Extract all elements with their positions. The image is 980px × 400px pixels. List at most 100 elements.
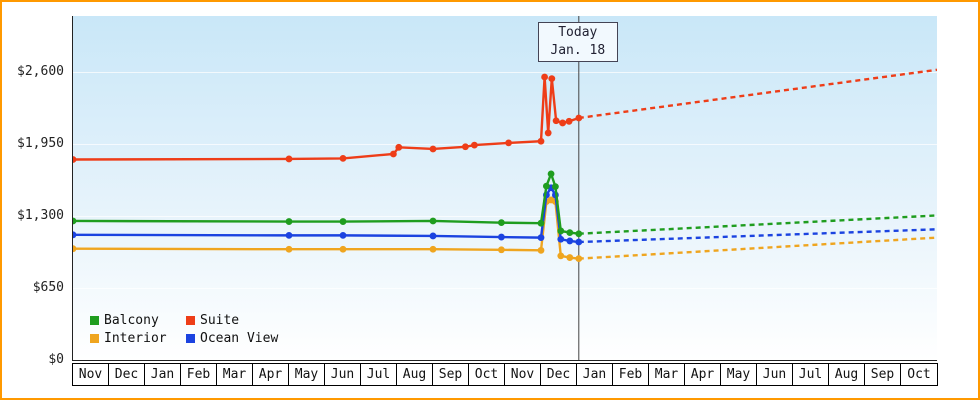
data-point-balcony: [547, 170, 555, 178]
data-point-balcony: [557, 227, 565, 235]
data-point-suite: [548, 75, 556, 83]
data-point-interior: [339, 245, 347, 253]
data-point-suite: [285, 155, 293, 163]
y-axis-label: $0: [48, 352, 64, 367]
data-point-balcony: [575, 230, 583, 238]
data-point-balcony: [429, 217, 437, 225]
gridline: [73, 216, 937, 217]
month-label: Dec: [541, 364, 577, 385]
data-point-interior: [566, 254, 574, 261]
data-point-balcony: [566, 229, 574, 237]
data-point-ocean-view: [73, 231, 77, 239]
data-point-balcony: [543, 182, 550, 190]
gridline: [73, 144, 937, 145]
month-label: Sep: [433, 364, 469, 385]
legend-swatch-icon: [90, 334, 99, 343]
legend-item: Balcony: [90, 313, 186, 328]
data-point-interior: [73, 245, 77, 253]
data-point-ocean-view: [575, 238, 583, 246]
legend: Balcony Suite Interior Ocean View: [90, 313, 278, 346]
month-label: Apr: [253, 364, 289, 385]
data-point-suite: [575, 114, 583, 122]
data-point-balcony: [339, 218, 347, 225]
month-label: Jul: [793, 364, 829, 385]
data-point-balcony: [498, 219, 505, 227]
y-axis-label: $650: [32, 280, 64, 295]
data-point-suite: [552, 117, 560, 125]
data-point-ocean-view: [429, 232, 437, 240]
month-label: May: [721, 364, 757, 385]
data-point-suite: [565, 117, 573, 125]
legend-label: Suite: [200, 313, 240, 328]
plot-area: [72, 16, 937, 361]
month-label: Aug: [397, 364, 433, 385]
data-point-suite: [505, 139, 512, 147]
gridline: [73, 72, 937, 73]
series-projection-ocean-view: [578, 228, 937, 244]
month-label: Nov: [505, 364, 541, 385]
legend-swatch-icon: [186, 334, 195, 343]
data-point-suite: [544, 129, 552, 137]
legend-label: Ocean View: [200, 331, 279, 346]
data-point-interior: [537, 246, 545, 254]
data-point-interior: [429, 245, 437, 253]
legend-item: Suite: [186, 313, 278, 328]
legend-label: Balcony: [104, 313, 159, 328]
y-axis-label: $1,950: [17, 136, 64, 151]
today-label: Today: [558, 25, 598, 40]
y-axis-label: $1,300: [17, 208, 64, 223]
x-axis-months: Nov Dec Jan Feb Mar Apr May Jun Jul Aug Sep Oct Nov D…: [72, 363, 938, 386]
data-point-interior: [557, 252, 565, 260]
data-point-suite: [390, 150, 397, 158]
data-point-ocean-view: [566, 237, 574, 245]
data-point-suite: [73, 156, 77, 163]
legend-label: Interior: [104, 331, 167, 346]
month-label: Oct: [907, 367, 931, 382]
y-axis-label: $2,600: [17, 64, 64, 79]
data-point-suite: [395, 143, 403, 151]
data-point-interior: [575, 255, 583, 263]
legend-item: Interior: [90, 331, 186, 346]
month-label: Nov: [73, 364, 109, 385]
month-label: Feb: [181, 364, 217, 385]
data-point-ocean-view: [537, 234, 545, 242]
month-label: Jun: [757, 364, 793, 385]
data-point-balcony: [73, 217, 77, 225]
month-label: Jul: [361, 364, 397, 385]
series-projection-suite: [578, 68, 937, 120]
month-label: Feb: [613, 364, 649, 385]
today-annotation: Today Jan. 18: [537, 22, 618, 62]
data-point-interior: [285, 245, 293, 253]
month-label: Oct: [469, 364, 505, 385]
series-projection-balcony: [578, 214, 937, 235]
month-label: May: [289, 364, 325, 385]
series-line-suite: [73, 76, 580, 161]
month-label: Jan: [577, 364, 613, 385]
data-point-balcony: [537, 219, 545, 227]
today-date: Jan. 18: [550, 43, 606, 58]
series-projection-interior: [578, 236, 937, 260]
data-point-ocean-view: [285, 231, 293, 239]
month-label: Aug: [829, 364, 865, 385]
data-point-ocean-view: [498, 233, 505, 241]
legend-swatch-icon: [90, 316, 99, 325]
data-point-ocean-view: [339, 231, 347, 239]
gridline: [73, 288, 937, 289]
data-point-suite: [559, 119, 566, 127]
month-label: Mar: [649, 364, 685, 385]
data-point-suite: [471, 141, 478, 149]
data-point-suite: [429, 145, 437, 153]
legend-swatch-icon: [186, 316, 195, 325]
month-label: Sep: [865, 364, 901, 385]
data-point-balcony: [285, 218, 293, 225]
data-point-suite: [541, 73, 548, 81]
month-label: Mar: [217, 364, 253, 385]
month-label: Dec: [109, 364, 145, 385]
data-point-balcony: [552, 183, 559, 191]
data-point-ocean-view: [557, 235, 565, 243]
series-line-ocean-view: [73, 185, 579, 244]
data-point-suite: [537, 137, 545, 145]
data-point-suite: [462, 143, 469, 151]
legend-item: Ocean View: [186, 331, 278, 346]
month-label: Jun: [325, 364, 361, 385]
